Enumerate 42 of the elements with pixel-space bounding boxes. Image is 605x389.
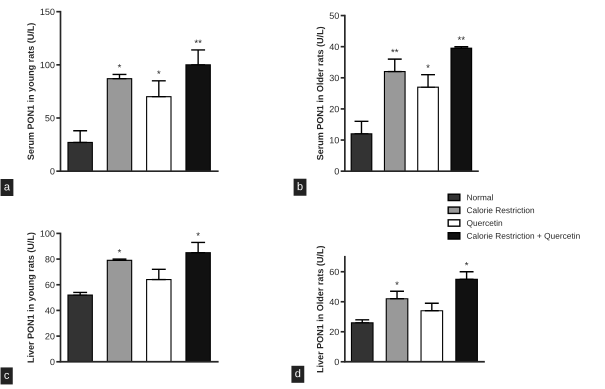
text: a	[4, 184, 10, 190]
y-tick-label: 50	[45, 114, 55, 122]
y-tick-label: 0	[50, 168, 55, 175]
legend-label: Normal	[467, 194, 493, 200]
legend-label: Calorie Restriction	[466, 207, 534, 214]
text: b	[298, 182, 303, 190]
data-label: *	[395, 281, 399, 285]
y-tick-label: 30	[330, 74, 339, 82]
y-tick-label: 80	[45, 256, 55, 262]
y-tick-label: 20	[330, 106, 339, 112]
y-axis-title: Serum PON1 in young rats (U/L)	[27, 23, 36, 160]
data-label: **	[458, 36, 465, 40]
data-label: *	[426, 64, 430, 68]
data-label: **	[391, 48, 398, 52]
y-tick-label: 40	[329, 44, 339, 50]
text: c	[4, 372, 10, 379]
y-tick-label: 60	[45, 282, 55, 288]
y-tick-label: 20	[330, 328, 339, 336]
y-tick-label: 100	[40, 62, 55, 68]
y-axis-title: Liver PON1 in Older rats (U/L)	[316, 246, 326, 372]
y-tick-label: 50	[330, 12, 339, 19]
data-label: *	[157, 70, 161, 74]
data-label: *	[118, 249, 122, 252]
y-tick-label: 20	[45, 333, 55, 340]
y-tick-label: 0	[334, 358, 339, 366]
y-tick-label: 150	[40, 8, 55, 16]
y-tick-label: 40	[45, 307, 55, 314]
legend-label: Calorie Restriction + Quercetin	[466, 232, 580, 240]
y-axis-title: Liver PON1 in young rats (U/L)	[27, 232, 36, 362]
y-tick-label: 100	[40, 230, 55, 237]
y-axis-title: Serum PON1 in Older rats (U/L)	[316, 26, 326, 160]
y-tick-label: 10	[330, 137, 339, 144]
legend-label: Quercetin	[466, 220, 502, 228]
data-label: *	[196, 232, 200, 236]
y-tick-label: 60	[330, 268, 339, 276]
data-label: *	[464, 262, 468, 266]
y-tick-label: 0	[334, 168, 339, 175]
y-tick-label: 0	[50, 358, 55, 366]
y-tick-label: 40	[329, 298, 339, 306]
data-label: *	[118, 64, 122, 68]
data-label: **	[194, 40, 202, 44]
text: d	[295, 369, 300, 378]
